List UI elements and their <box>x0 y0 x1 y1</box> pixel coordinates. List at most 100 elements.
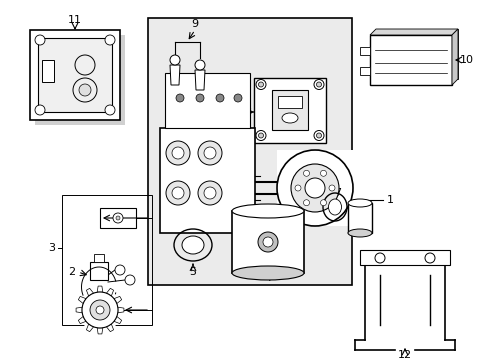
Bar <box>231 211 304 273</box>
Ellipse shape <box>231 266 304 280</box>
Text: 11: 11 <box>68 15 82 25</box>
Circle shape <box>115 265 125 275</box>
Circle shape <box>172 187 183 199</box>
Circle shape <box>195 60 204 70</box>
Text: 5: 5 <box>189 267 196 277</box>
Circle shape <box>116 216 120 220</box>
Bar <box>160 128 254 233</box>
Bar <box>30 30 120 120</box>
Polygon shape <box>114 316 122 324</box>
Circle shape <box>316 133 321 138</box>
Ellipse shape <box>282 113 297 123</box>
Circle shape <box>313 80 324 90</box>
Circle shape <box>258 232 278 252</box>
Circle shape <box>303 170 309 176</box>
Bar <box>62 195 152 325</box>
Bar <box>359 250 449 265</box>
Bar <box>253 77 325 143</box>
Circle shape <box>290 164 338 212</box>
Bar <box>90 262 108 280</box>
Circle shape <box>203 187 216 199</box>
Polygon shape <box>170 65 180 85</box>
Circle shape <box>165 141 190 165</box>
Circle shape <box>294 185 301 191</box>
Polygon shape <box>86 324 93 332</box>
Polygon shape <box>118 307 123 313</box>
Circle shape <box>256 130 265 140</box>
Circle shape <box>170 55 180 65</box>
Bar <box>369 35 451 85</box>
Polygon shape <box>97 328 102 334</box>
Circle shape <box>203 147 216 159</box>
Circle shape <box>79 84 91 96</box>
Text: 4: 4 <box>264 273 271 283</box>
Polygon shape <box>78 296 86 303</box>
Bar <box>359 47 369 55</box>
Polygon shape <box>86 288 93 296</box>
Circle shape <box>424 253 434 263</box>
Bar <box>148 18 351 285</box>
Circle shape <box>198 181 222 205</box>
Bar <box>359 67 369 75</box>
Circle shape <box>105 105 115 115</box>
Polygon shape <box>106 324 113 332</box>
Ellipse shape <box>347 229 371 237</box>
Circle shape <box>172 147 183 159</box>
Circle shape <box>320 200 326 206</box>
Bar <box>271 90 307 130</box>
Ellipse shape <box>347 199 371 207</box>
Bar <box>100 208 136 228</box>
Bar <box>375 29 457 79</box>
Circle shape <box>78 288 122 332</box>
Circle shape <box>165 181 190 205</box>
Circle shape <box>320 170 326 176</box>
Circle shape <box>82 292 118 328</box>
Ellipse shape <box>328 199 341 215</box>
Text: 9: 9 <box>191 19 198 29</box>
Circle shape <box>328 185 334 191</box>
Polygon shape <box>195 70 204 90</box>
Circle shape <box>313 130 324 140</box>
Circle shape <box>276 150 352 226</box>
Text: 7: 7 <box>334 188 341 198</box>
Circle shape <box>303 200 309 206</box>
Circle shape <box>216 94 224 102</box>
Circle shape <box>35 105 45 115</box>
Circle shape <box>105 35 115 45</box>
Bar <box>276 150 352 226</box>
Text: 6: 6 <box>364 205 371 215</box>
Circle shape <box>316 82 321 87</box>
Text: 2: 2 <box>68 267 76 277</box>
Circle shape <box>256 80 265 90</box>
Ellipse shape <box>182 236 203 254</box>
Circle shape <box>263 237 272 247</box>
Text: 1: 1 <box>386 195 393 205</box>
Bar <box>347 203 371 233</box>
Text: 8: 8 <box>244 107 251 117</box>
Bar <box>38 38 112 112</box>
Polygon shape <box>369 29 457 35</box>
Bar <box>94 254 104 262</box>
Polygon shape <box>114 296 122 303</box>
Text: 10: 10 <box>459 55 473 65</box>
Circle shape <box>35 35 45 45</box>
Text: 3: 3 <box>48 243 55 253</box>
Polygon shape <box>76 307 82 313</box>
Polygon shape <box>106 288 113 296</box>
Circle shape <box>234 94 242 102</box>
Circle shape <box>125 275 135 285</box>
Circle shape <box>96 306 104 314</box>
Bar <box>35 35 125 125</box>
Circle shape <box>258 133 263 138</box>
Polygon shape <box>451 29 457 85</box>
Polygon shape <box>78 316 86 324</box>
Text: 12: 12 <box>397 350 411 360</box>
Bar <box>164 73 249 128</box>
Circle shape <box>198 141 222 165</box>
Bar <box>278 96 302 108</box>
Ellipse shape <box>231 204 304 218</box>
Polygon shape <box>97 286 102 292</box>
Circle shape <box>196 94 203 102</box>
Bar <box>42 60 54 82</box>
Circle shape <box>90 300 110 320</box>
